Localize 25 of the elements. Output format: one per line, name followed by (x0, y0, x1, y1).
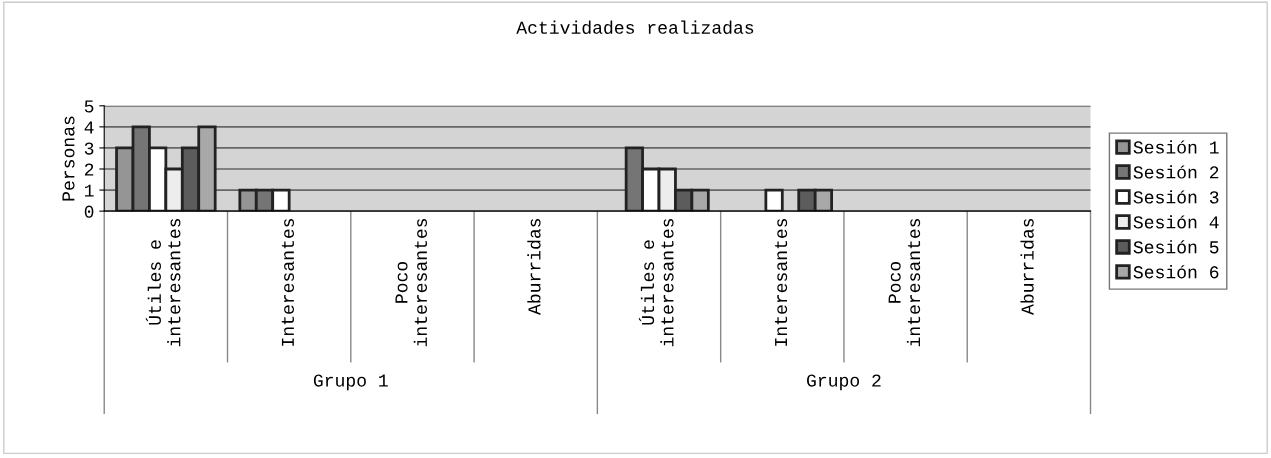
y-tick-label: 1 (84, 184, 94, 197)
y-axis-title: Personas (62, 116, 75, 201)
y-tick-label: 4 (84, 121, 94, 134)
text: Grupo 2 (807, 374, 881, 391)
legend-label: Sesión 4 (1133, 215, 1219, 229)
legend-label: Sesión 2 (1133, 165, 1219, 179)
x-tick-label: Interesantes (281, 218, 294, 346)
y-tick-label: 3 (84, 142, 94, 155)
legend-label: Sesión 6 (1133, 265, 1219, 279)
legend-label: Sesión 3 (1133, 190, 1219, 204)
text: Grupo 1 (313, 374, 388, 391)
x-tick-label: Poco interesantes (888, 218, 921, 347)
x-tick-label: Útiles e interesantes (145, 218, 181, 347)
legend-label: Sesión 1 (1133, 140, 1219, 154)
x-tick-label: Poco interesantes (395, 218, 428, 347)
chart-title: Actividades realizadas (516, 20, 754, 34)
y-tick-label: 5 (84, 100, 94, 113)
y-tick-label: 0 (84, 205, 94, 218)
x-tick-label: Aburridas (1020, 218, 1034, 315)
x-tick-label: Interesantes (774, 218, 788, 346)
x-tick-label: Útiles e interesantes (638, 218, 674, 347)
x-tick-label: Aburridas (527, 218, 541, 315)
y-tick-label: 2 (84, 163, 94, 176)
bar (764, 188, 784, 212)
legend-label: Sesión 5 (1133, 240, 1219, 254)
